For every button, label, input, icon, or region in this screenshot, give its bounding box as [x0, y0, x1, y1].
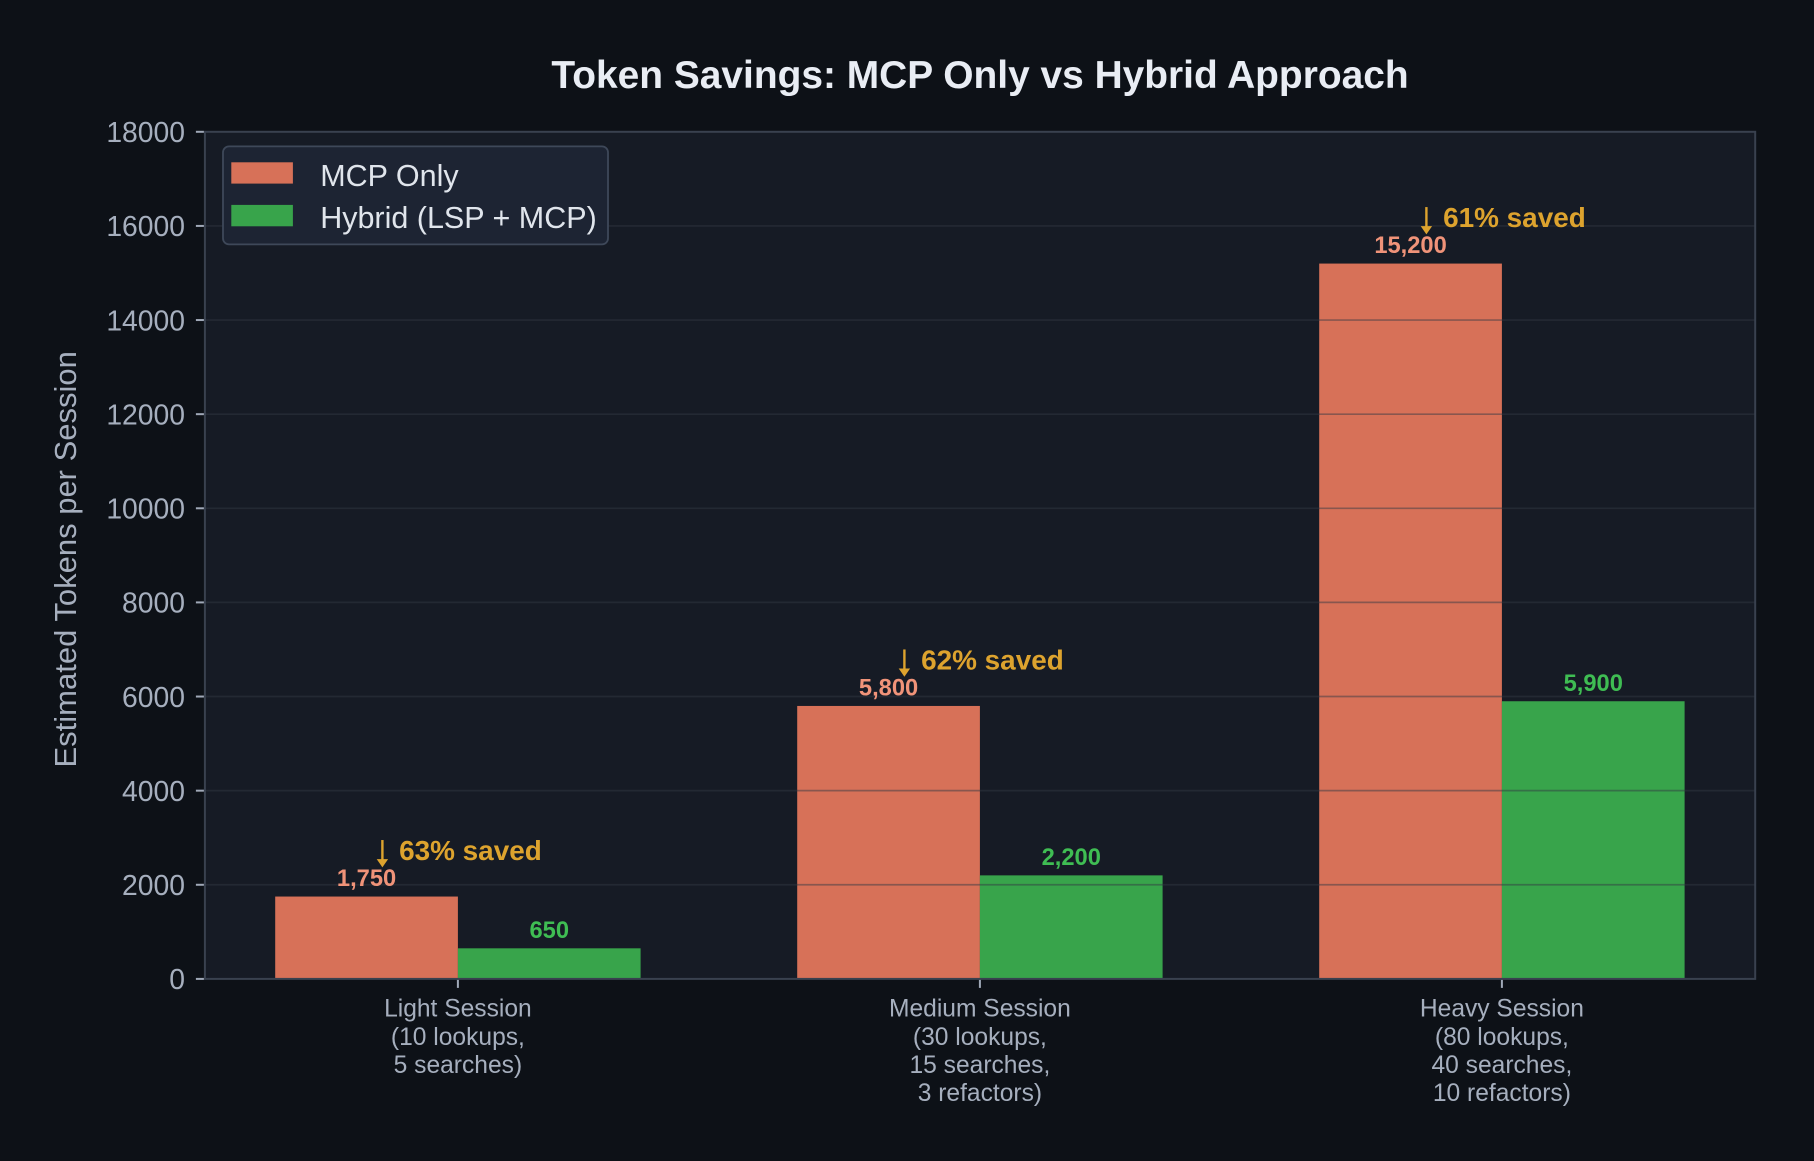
svg-text:1,750: 1,750 [337, 866, 396, 892]
svg-text:5,800: 5,800 [859, 676, 918, 702]
svg-text:8000: 8000 [122, 587, 185, 619]
svg-text:3 refactors): 3 refactors) [918, 1080, 1042, 1107]
svg-text:61% saved: 61% saved [1443, 202, 1586, 233]
svg-text:Hybrid (LSP + MCP): Hybrid (LSP + MCP) [320, 201, 597, 235]
svg-text:650: 650 [529, 918, 569, 944]
svg-text:5,900: 5,900 [1564, 671, 1623, 697]
svg-text:0: 0 [169, 963, 185, 995]
svg-text:(80 lookups,: (80 lookups, [1435, 1024, 1569, 1051]
svg-text:5 searches): 5 searches) [394, 1052, 523, 1079]
svg-text:40 searches,: 40 searches, [1431, 1052, 1572, 1079]
svg-text:2,200: 2,200 [1042, 845, 1101, 871]
svg-text:4000: 4000 [122, 775, 185, 807]
svg-text:Heavy Session: Heavy Session [1420, 996, 1584, 1023]
svg-text:6000: 6000 [122, 681, 185, 713]
svg-text:16000: 16000 [106, 210, 185, 242]
svg-text:12000: 12000 [106, 398, 185, 430]
svg-text:Estimated Tokens per Session: Estimated Tokens per Session [48, 351, 83, 767]
svg-text:(10 lookups,: (10 lookups, [391, 1024, 525, 1051]
svg-text:18000: 18000 [106, 116, 185, 148]
svg-text:10000: 10000 [106, 493, 185, 525]
svg-text:MCP Only: MCP Only [320, 159, 459, 193]
svg-text:(30 lookups,: (30 lookups, [913, 1024, 1047, 1051]
svg-text:14000: 14000 [106, 304, 185, 336]
svg-text:15 searches,: 15 searches, [909, 1052, 1050, 1079]
svg-text:Medium Session: Medium Session [889, 996, 1071, 1023]
svg-text:Token Savings: MCP Only vs Hyb: Token Savings: MCP Only vs Hybrid Approa… [551, 54, 1408, 97]
svg-text:10 refactors): 10 refactors) [1433, 1080, 1571, 1107]
svg-text:Light Session: Light Session [384, 996, 532, 1023]
svg-text:15,200: 15,200 [1374, 233, 1446, 259]
svg-text:2000: 2000 [122, 869, 185, 901]
svg-text:63% saved: 63% saved [399, 835, 542, 866]
svg-text:62% saved: 62% saved [921, 644, 1064, 675]
